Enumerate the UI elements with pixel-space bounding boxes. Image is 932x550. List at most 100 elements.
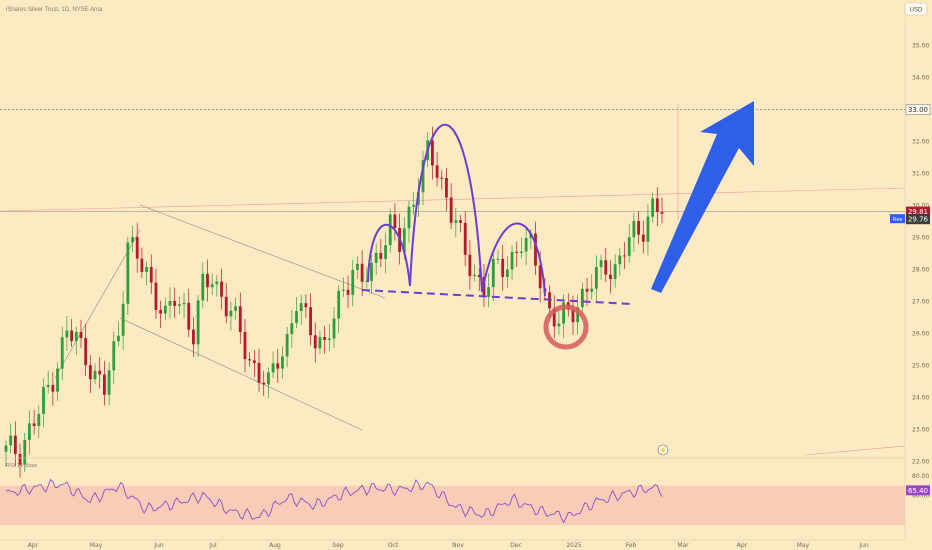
time-label: May (797, 542, 810, 549)
candle (248, 352, 252, 367)
candle (238, 292, 242, 344)
candle (505, 256, 509, 288)
candle (613, 254, 617, 288)
price-tick-label: 24.00 (912, 394, 929, 401)
candle (177, 296, 181, 315)
candle (276, 348, 280, 383)
candle (285, 327, 289, 368)
candle (4, 440, 8, 467)
candle (220, 268, 223, 310)
time-label: Apr (737, 542, 748, 549)
candle (468, 240, 472, 290)
candle (623, 241, 626, 269)
candle (646, 204, 650, 256)
currency-selector[interactable]: USD (904, 2, 928, 16)
candle (510, 245, 514, 280)
candle (281, 346, 284, 379)
price-badge: 29.81 (906, 206, 930, 217)
price-tick-label: 27.00 (912, 298, 929, 305)
candle (360, 250, 364, 297)
rev-tag-label: Rev (893, 217, 903, 223)
price-tick-label: 22.00 (912, 458, 929, 465)
candle (196, 295, 200, 357)
candle (445, 167, 448, 211)
candle (168, 287, 172, 319)
time-label: Sep (332, 542, 344, 549)
candle (370, 254, 373, 294)
candle (332, 306, 336, 349)
candle (599, 254, 603, 280)
rev-tag[interactable]: Rev (890, 214, 905, 224)
time-label: Nov (452, 542, 464, 549)
price-tick-label: 32.00 (912, 139, 929, 146)
right-shoulder-arc (481, 222, 546, 297)
candle (459, 214, 462, 233)
candle (60, 326, 64, 380)
candle (88, 355, 92, 394)
candle (487, 273, 491, 308)
candle (318, 330, 322, 354)
candle (252, 349, 256, 378)
candle (449, 183, 453, 229)
candle (393, 203, 397, 241)
candle (356, 256, 359, 279)
candle (262, 370, 266, 396)
candle (384, 232, 387, 274)
price-axis[interactable]: 35.00 34.00 33.00 32.00 31.00 30.00 29.00 28.00… (890, 43, 931, 466)
candle (374, 243, 378, 276)
rsi-value-badge: 65.40 (906, 485, 930, 496)
rally-trendline (54, 229, 141, 379)
rsi-line (5, 478, 663, 524)
candle (28, 410, 31, 455)
time-label: Jun (153, 542, 164, 549)
candle (655, 187, 659, 227)
price-tick-label: 26.00 (912, 330, 929, 337)
candle (112, 331, 116, 385)
candle (604, 247, 608, 282)
candle (313, 322, 317, 363)
candle (632, 213, 636, 252)
candle (145, 261, 148, 286)
lightning-icon[interactable]: ⚡ (657, 444, 669, 456)
candle (51, 372, 55, 406)
bullish-arrow (651, 101, 754, 293)
candle (84, 323, 88, 376)
candle (491, 250, 495, 302)
neckline (361, 289, 633, 305)
candle (365, 267, 369, 289)
candle (337, 285, 341, 333)
candle (206, 259, 209, 302)
time-label: Jun (858, 542, 869, 549)
channel-lower-line (119, 317, 363, 431)
chart-title: iShares Silver Trust, 1D, NYSE Arca (6, 7, 103, 13)
candle (18, 443, 22, 478)
candle (159, 300, 163, 328)
price-tick-label: 35.00 (912, 43, 929, 50)
lower-guide-line (804, 445, 906, 456)
candle (182, 292, 186, 319)
time-axis[interactable]: Apr May Jun Jul Aug Sep Oct Nov Dec 2025 Feb Mar Apr… (28, 542, 869, 549)
candle (107, 362, 111, 406)
price-tick-label: 29.00 (912, 235, 929, 242)
time-label: Dec (510, 542, 522, 549)
candle (571, 295, 575, 336)
price-badge-label: 29.76 (908, 216, 929, 224)
candle (234, 297, 238, 320)
price-tick-label: 23.00 (912, 426, 929, 433)
candle (435, 152, 439, 187)
candle (299, 294, 303, 325)
price-badge: 33.00 (905, 104, 931, 115)
candle (421, 150, 425, 206)
candle (590, 274, 594, 300)
candle (454, 207, 458, 238)
candle (117, 321, 120, 347)
candle (637, 211, 640, 244)
candle (341, 277, 345, 297)
candle (102, 360, 106, 406)
price-tick-label: 31.00 (912, 171, 929, 178)
candle (407, 200, 411, 243)
candle (42, 378, 45, 428)
candle (557, 309, 561, 336)
